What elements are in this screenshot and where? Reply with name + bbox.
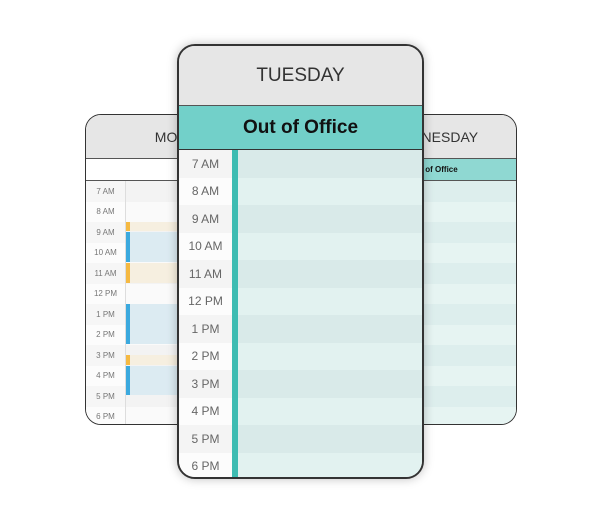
event-color-bar (126, 232, 130, 262)
tuesday-time-row[interactable]: 4 PM (179, 397, 422, 425)
time-slot[interactable] (232, 370, 422, 398)
time-label: 6 PM (86, 406, 126, 424)
tuesday-time-row[interactable]: 2 PM (179, 342, 422, 370)
time-slot[interactable] (232, 287, 422, 315)
tuesday-card: TUESDAY Out of Office 7 AM 8 AM 9 AM 10 AM 1… (177, 44, 424, 479)
time-label: 12 PM (179, 287, 232, 315)
tuesday-out-of-office-banner: Out of Office (179, 106, 422, 150)
tuesday-time-row[interactable]: 10 AM (179, 232, 422, 260)
tuesday-time-row[interactable]: 9 AM (179, 205, 422, 233)
tuesday-time-row[interactable]: 1 PM (179, 315, 422, 343)
time-slot[interactable] (232, 232, 422, 260)
time-label: 2 PM (86, 324, 126, 345)
event-color-bar (126, 355, 130, 365)
time-slot[interactable] (232, 397, 422, 425)
time-label: 3 PM (179, 370, 232, 398)
time-label: 2 PM (179, 342, 232, 370)
event-color-bar (126, 365, 130, 396)
time-label: 8 AM (86, 201, 126, 222)
tuesday-header: TUESDAY (179, 46, 422, 106)
time-slot[interactable] (232, 150, 422, 178)
tuesday-time-row[interactable]: 12 PM (179, 287, 422, 315)
tuesday-time-row[interactable]: 11 AM (179, 260, 422, 288)
event-color-bar (126, 304, 130, 344)
time-label: 10 AM (86, 242, 126, 263)
time-slot[interactable] (232, 452, 422, 477)
time-label: 6 PM (179, 452, 232, 477)
time-slot[interactable] (232, 260, 422, 288)
time-label: 5 PM (179, 425, 232, 453)
time-label: 8 AM (179, 177, 232, 205)
time-label: 1 PM (86, 304, 126, 325)
time-slot[interactable] (232, 205, 422, 233)
time-label: 9 AM (179, 205, 232, 233)
tuesday-time-row[interactable]: 8 AM (179, 177, 422, 205)
tuesday-time-row[interactable]: 6 PM (179, 452, 422, 477)
time-slot[interactable] (232, 342, 422, 370)
time-slot[interactable] (232, 177, 422, 205)
time-label: 3 PM (86, 345, 126, 366)
time-label: 9 AM (86, 222, 126, 243)
tuesday-time-row[interactable]: 3 PM (179, 370, 422, 398)
time-label: 1 PM (179, 315, 232, 343)
time-label: 11 AM (86, 263, 126, 284)
time-label: 7 AM (179, 150, 232, 178)
time-label: 5 PM (86, 386, 126, 407)
tuesday-time-row[interactable]: 7 AM (179, 150, 422, 178)
event-color-bar (126, 222, 130, 232)
time-label: 4 PM (179, 397, 232, 425)
time-slot[interactable] (232, 425, 422, 453)
time-label: 10 AM (179, 232, 232, 260)
tuesday-timeline: 7 AM 8 AM 9 AM 10 AM 11 AM 12 PM 1 PM 2 PM 3 PM 4… (179, 150, 422, 477)
time-label: 4 PM (86, 365, 126, 386)
time-label: 11 AM (179, 260, 232, 288)
out-of-office-bar[interactable] (232, 150, 238, 477)
time-label: 12 PM (86, 283, 126, 304)
time-slot[interactable] (232, 315, 422, 343)
event-color-bar (126, 263, 130, 283)
time-label: 7 AM (86, 181, 126, 202)
tuesday-time-row[interactable]: 5 PM (179, 425, 422, 453)
